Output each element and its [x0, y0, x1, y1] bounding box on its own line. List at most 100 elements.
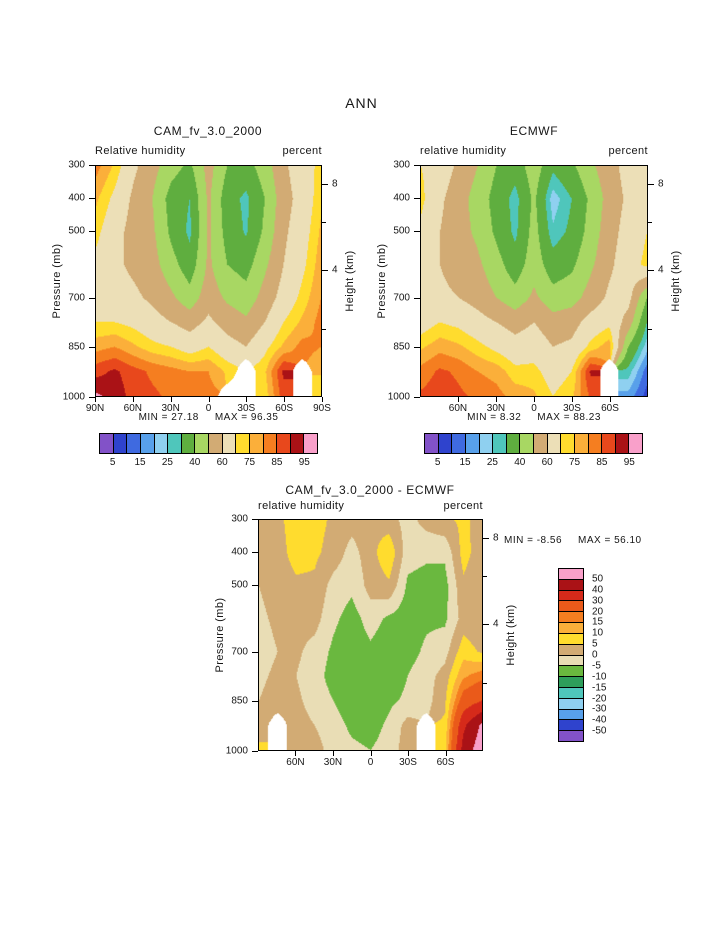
y-axis-ticks-cam: 300 400 500 700 850 1000 [55, 160, 95, 403]
latitude-tick-label: 0 [531, 403, 537, 414]
latitude-tick [246, 397, 248, 402]
latitude-tick-label: 30N [161, 403, 180, 414]
pressure-tick [89, 397, 95, 398]
latitude-tick-label: 60S [436, 757, 455, 768]
x-axis-ticks-diff: 60N 30N 0 30S 60S [258, 751, 483, 769]
colorbar-segment [559, 719, 583, 731]
colorbar-diff: 50 40 30 20 15 10 5 0 -5 -10 -15 -20 -30 -40 -50 [558, 568, 628, 742]
pressure-tick [89, 231, 95, 233]
pressure-tick-label: 500 [68, 225, 85, 237]
colorbar-segment [519, 434, 533, 453]
latitude-tick [208, 397, 210, 402]
latitude-tick [534, 397, 535, 402]
x-axis-ticks-ecmwf: 60N 30N 0 30S 60S [420, 397, 648, 415]
colorbar-segment [235, 434, 249, 453]
min-value-cam: MIN = 27.18 [138, 412, 199, 423]
colorbar-segment [194, 434, 208, 453]
height-tick-label: 8 [658, 178, 664, 190]
height-minor-tick [322, 222, 326, 223]
pressure-tick-label: 1000 [225, 745, 248, 757]
latitude-tick-label: 90S [313, 403, 331, 414]
pressure-tick-label: 700 [393, 292, 410, 304]
height-tick [648, 183, 654, 185]
latitude-tick [284, 397, 286, 402]
latitude-tick-label: 90N [85, 403, 105, 414]
colorbar-segment [559, 676, 583, 687]
colorbar-segment [559, 578, 583, 590]
colorbar-segment [492, 434, 506, 453]
pressure-tick [414, 198, 420, 200]
min-value-diff: MIN = -8.56 [504, 535, 563, 546]
height-tick-label: 8 [493, 532, 499, 544]
colorbar-segment [559, 730, 583, 741]
colorbar-tick-label: -5 [592, 660, 601, 672]
height-minor-tick [648, 329, 652, 331]
minmax-label-diff: MIN = -8.56 MAX = 56.10 [504, 535, 642, 546]
colorbar-tick-label: 15 [134, 457, 146, 468]
colorbar-segment [221, 434, 236, 453]
plot-area-diff [258, 519, 483, 751]
height-minor-tick [322, 329, 326, 331]
colorbar-tick-label: 25 [161, 457, 173, 468]
contour-canvas-ecmwf [421, 166, 647, 396]
colorbar-ecmwf: 5 15 25 40 60 75 85 95 [424, 433, 643, 475]
colorbar-tick-label: 15 [459, 457, 471, 468]
colorbar-segment [559, 643, 583, 655]
pressure-tick-label: 400 [68, 192, 85, 204]
pressure-tick [414, 165, 420, 166]
pressure-tick [89, 198, 95, 200]
colorbar-segment [587, 434, 602, 453]
latitude-tick [370, 751, 372, 756]
colorbar-segment [425, 434, 438, 453]
max-value-ecmwf: MAX = 88.23 [537, 412, 601, 423]
colorbar-tick-label: 85 [271, 457, 283, 468]
colorbar-segment [559, 632, 583, 644]
colorbar-tick-label: 0 [592, 649, 598, 661]
units-label-ecmwf: percent [608, 145, 648, 157]
panel-title-ecmwf: ECMWF [509, 124, 559, 138]
x-axis-ticks-cam: 90N 60N 30N 0 30S 60S 90S [86, 397, 331, 415]
height-tick-label: 4 [493, 618, 499, 630]
pressure-tick [89, 347, 95, 349]
latitude-tick [322, 397, 323, 402]
contour-canvas-diff [259, 520, 482, 750]
colorbar-segment [139, 434, 154, 453]
colorbar-tick-label: 40 [592, 584, 604, 596]
colorbar-tick-label: 5 [592, 638, 598, 650]
colorbar-segment [180, 434, 195, 453]
y-axis-ticks-ecmwf: 300 400 500 700 850 1000 [380, 160, 420, 403]
colorbar-tick-label: -10 [592, 671, 607, 683]
colorbar-segment [478, 434, 493, 453]
colorbar-tick-label: 40 [514, 457, 526, 468]
pressure-tick-label: 300 [393, 159, 410, 171]
figure-title: ANN [345, 95, 378, 111]
colorbar-segment [559, 665, 583, 677]
latitude-tick [610, 397, 611, 402]
colorbar-segment [559, 686, 583, 698]
colorbar-segment [303, 434, 317, 453]
pressure-tick-label: 500 [231, 579, 248, 591]
latitude-tick-label: 30S [237, 403, 256, 414]
min-value-ecmwf: MIN = 8.32 [467, 412, 522, 423]
colorbar-segment [437, 434, 452, 453]
colorbar-segment [559, 589, 583, 601]
panel-title-cam: CAM_fv_3.0_2000 [153, 124, 263, 138]
latitude-tick-label: 30N [486, 403, 506, 414]
colorbar-tick-label: 50 [592, 573, 604, 585]
latitude-tick [295, 751, 297, 756]
height-minor-tick [483, 683, 487, 685]
colorbar-tick-label: 5 [434, 457, 441, 468]
colorbar-tick-label: 75 [244, 457, 256, 468]
pressure-tick-label: 300 [68, 159, 85, 171]
pressure-tick-label: 850 [68, 341, 85, 353]
panel-title-diff: CAM_fv_3.0_2000 - ECMWF [285, 483, 455, 497]
pressure-tick [414, 297, 420, 299]
pressure-tick-label: 850 [393, 341, 410, 353]
colorbar-segment [559, 611, 583, 623]
latitude-tick [132, 397, 134, 402]
colorbar-cam: 5 15 25 40 60 75 85 95 [99, 433, 318, 475]
pressure-tick-label: 500 [393, 225, 410, 237]
height-minor-tick [648, 222, 652, 223]
height-tick [483, 623, 489, 625]
latitude-tick [407, 751, 409, 756]
